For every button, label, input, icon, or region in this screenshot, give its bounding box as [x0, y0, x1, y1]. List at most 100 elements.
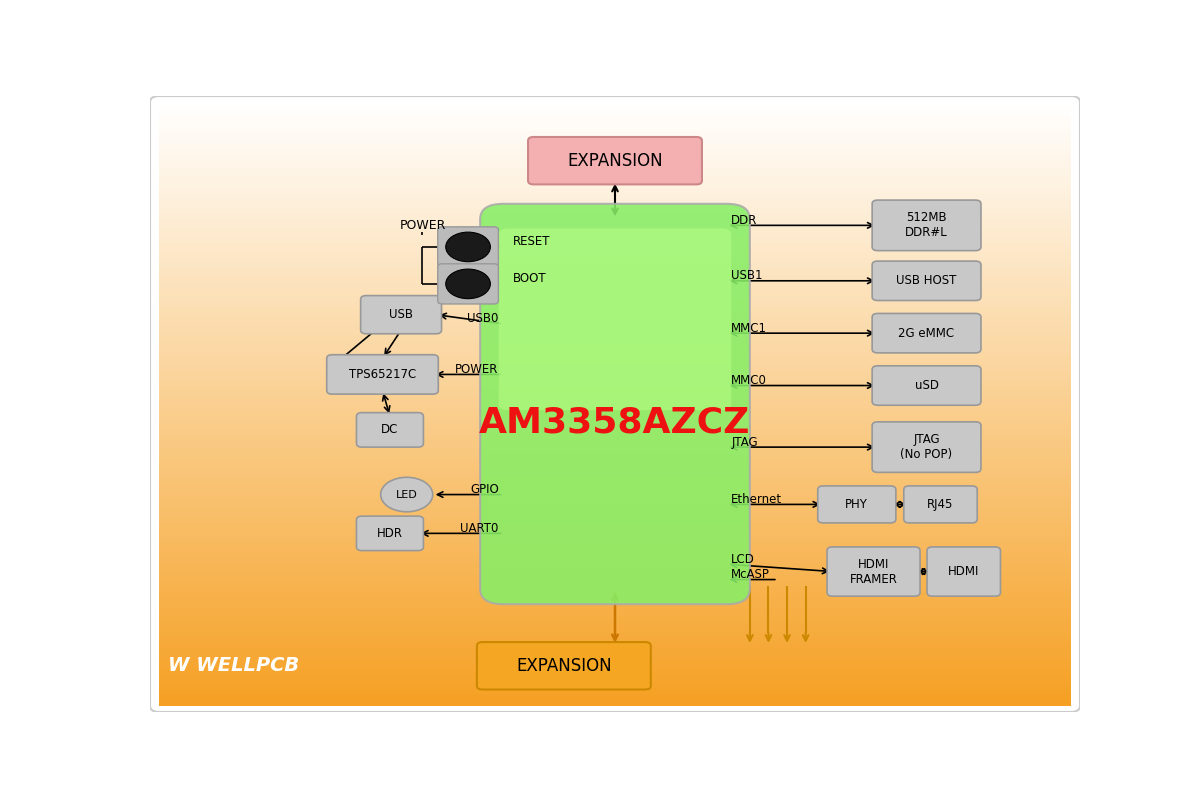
Bar: [160, 585, 1070, 587]
Bar: [160, 485, 1070, 486]
Bar: [160, 579, 1070, 581]
Bar: [160, 257, 1070, 259]
Bar: [160, 626, 1070, 627]
Bar: [160, 505, 1070, 506]
Bar: [160, 639, 1070, 642]
Bar: [160, 307, 1070, 310]
Bar: [160, 217, 1070, 219]
Bar: [160, 392, 1070, 394]
Bar: [160, 267, 1070, 269]
Bar: [160, 663, 1070, 666]
Text: TPS65217C: TPS65217C: [349, 368, 416, 381]
Bar: [160, 478, 1070, 481]
Bar: [160, 446, 1070, 448]
Bar: [160, 340, 1070, 342]
Bar: [160, 233, 1070, 235]
Bar: [160, 638, 1070, 639]
Bar: [160, 587, 1070, 589]
Bar: [160, 698, 1070, 700]
Bar: [160, 306, 1070, 307]
Bar: [160, 522, 1070, 525]
Bar: [160, 422, 1070, 424]
Bar: [160, 378, 1070, 380]
Bar: [160, 700, 1070, 702]
Bar: [160, 533, 1070, 534]
Bar: [160, 396, 1070, 398]
Bar: [160, 635, 1070, 638]
Bar: [160, 114, 1070, 116]
Bar: [160, 674, 1070, 676]
Bar: [160, 190, 1070, 193]
Bar: [160, 561, 1070, 563]
Bar: [160, 647, 1070, 650]
Bar: [160, 102, 1070, 104]
Bar: [160, 410, 1070, 412]
Bar: [160, 235, 1070, 237]
Bar: [160, 335, 1070, 338]
Bar: [160, 193, 1070, 194]
Bar: [160, 438, 1070, 440]
Bar: [160, 211, 1070, 213]
FancyBboxPatch shape: [476, 642, 650, 690]
Bar: [160, 477, 1070, 478]
Bar: [160, 614, 1070, 615]
Bar: [160, 557, 1070, 559]
Bar: [160, 682, 1070, 684]
FancyBboxPatch shape: [872, 314, 980, 353]
Bar: [160, 659, 1070, 662]
Bar: [160, 165, 1070, 166]
Bar: [160, 398, 1070, 400]
Bar: [160, 668, 1070, 670]
Bar: [160, 525, 1070, 526]
Bar: [160, 466, 1070, 468]
Bar: [160, 182, 1070, 185]
Bar: [160, 426, 1070, 428]
Bar: [160, 344, 1070, 346]
Bar: [160, 142, 1070, 145]
Bar: [160, 227, 1070, 229]
Bar: [160, 104, 1070, 106]
Bar: [160, 650, 1070, 651]
Bar: [160, 513, 1070, 514]
Bar: [160, 610, 1070, 611]
Bar: [160, 249, 1070, 251]
Text: HDMI: HDMI: [948, 565, 979, 578]
Bar: [160, 213, 1070, 215]
Bar: [160, 595, 1070, 597]
Text: DDR: DDR: [731, 214, 757, 227]
Bar: [160, 298, 1070, 299]
Text: EXPANSION: EXPANSION: [516, 657, 612, 675]
Bar: [160, 514, 1070, 517]
Bar: [160, 547, 1070, 549]
Bar: [160, 243, 1070, 245]
Text: UART0: UART0: [461, 522, 499, 535]
Bar: [160, 279, 1070, 282]
Bar: [160, 464, 1070, 466]
FancyBboxPatch shape: [872, 200, 980, 250]
Bar: [160, 370, 1070, 372]
Bar: [160, 481, 1070, 482]
Bar: [160, 145, 1070, 146]
Text: 512MB
DDR#L: 512MB DDR#L: [905, 211, 948, 239]
Bar: [160, 314, 1070, 315]
Bar: [160, 368, 1070, 370]
Bar: [160, 287, 1070, 290]
Bar: [160, 302, 1070, 303]
Bar: [160, 406, 1070, 408]
Bar: [160, 388, 1070, 390]
Bar: [160, 646, 1070, 647]
Bar: [160, 506, 1070, 509]
Bar: [160, 247, 1070, 249]
Bar: [160, 526, 1070, 529]
Bar: [160, 261, 1070, 263]
Bar: [160, 374, 1070, 376]
Circle shape: [445, 232, 491, 262]
Bar: [160, 622, 1070, 623]
Bar: [160, 346, 1070, 348]
Bar: [160, 456, 1070, 458]
Text: MMC0: MMC0: [731, 374, 767, 387]
Bar: [160, 202, 1070, 205]
Bar: [160, 434, 1070, 436]
Bar: [160, 575, 1070, 577]
Bar: [160, 146, 1070, 149]
